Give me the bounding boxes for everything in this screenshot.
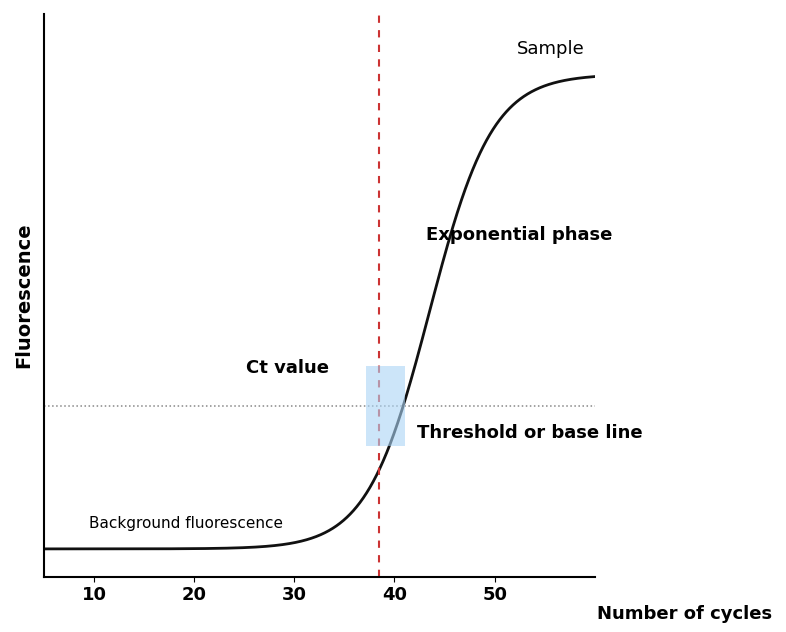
Text: Number of cycles: Number of cycles xyxy=(597,605,772,623)
Text: Ct value: Ct value xyxy=(246,359,329,377)
Bar xyxy=(366,365,405,446)
Text: Exponential phase: Exponential phase xyxy=(427,226,613,244)
Text: Sample: Sample xyxy=(517,40,585,58)
Y-axis label: Fluorescence: Fluorescence xyxy=(14,222,33,368)
Text: Background fluorescence: Background fluorescence xyxy=(89,516,283,532)
Text: Threshold or base line: Threshold or base line xyxy=(417,424,642,442)
